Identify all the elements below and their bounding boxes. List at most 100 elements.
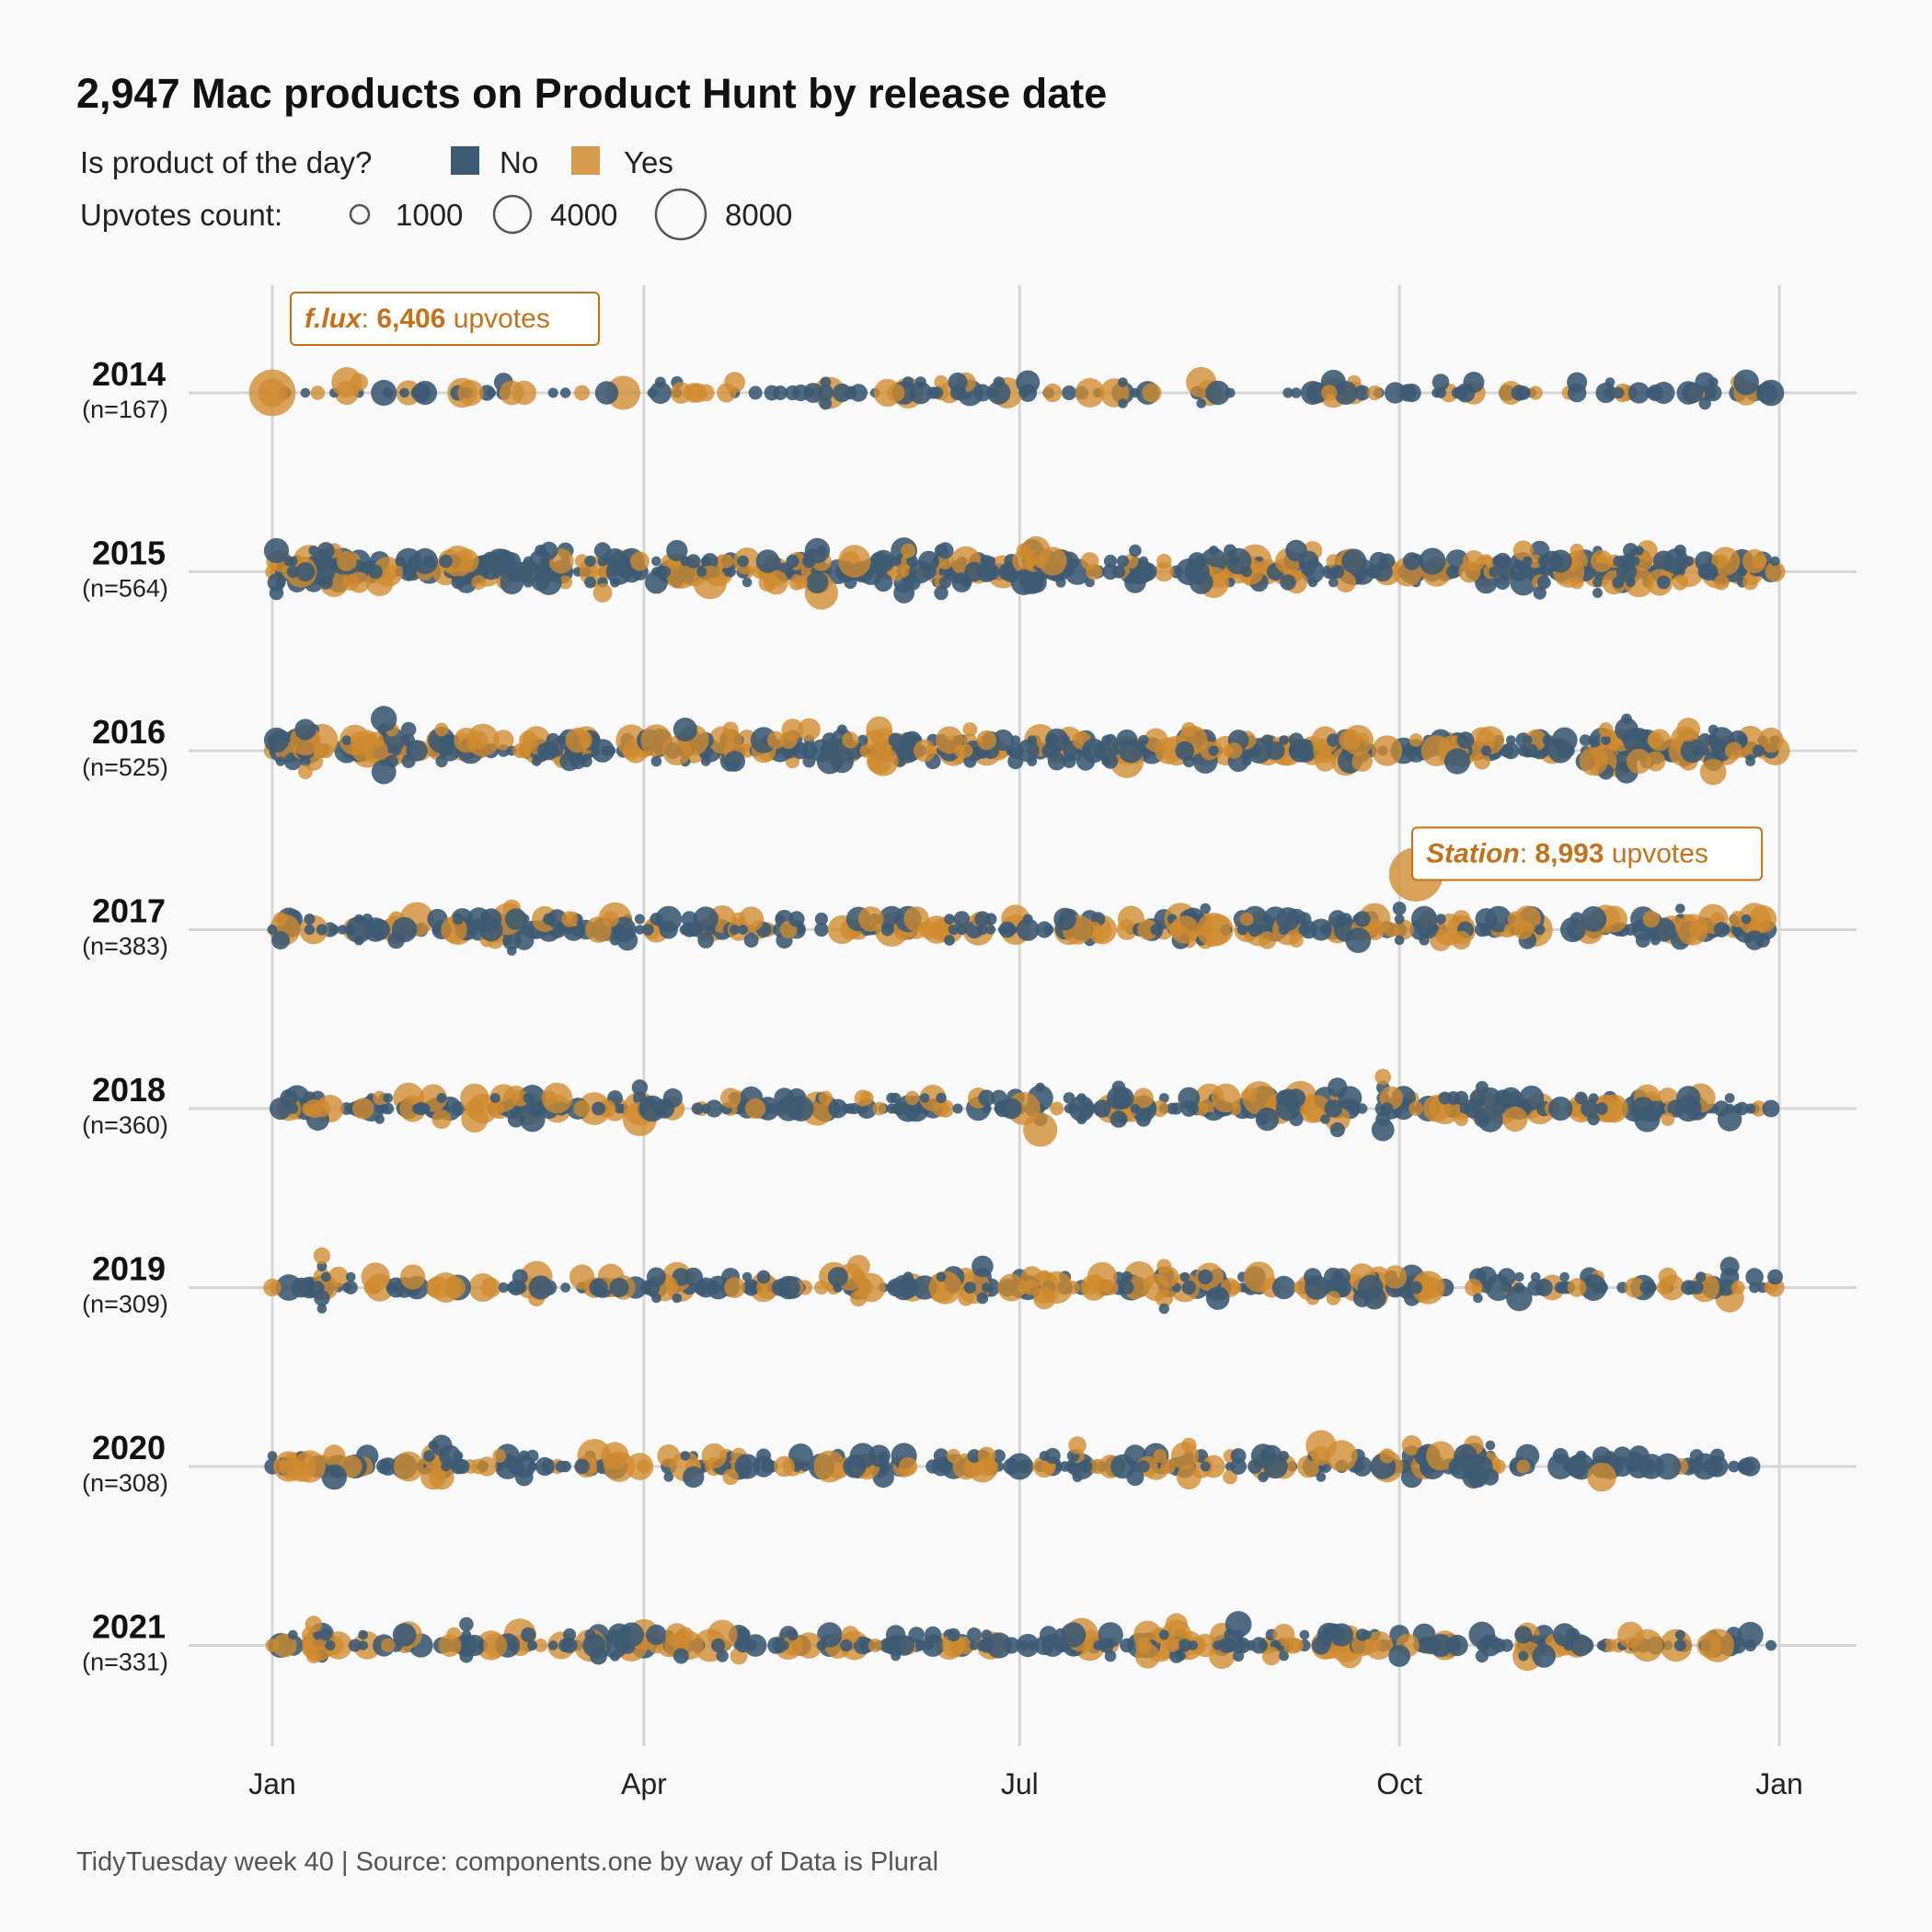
product-point xyxy=(819,397,833,410)
product-point xyxy=(748,385,763,400)
product-point xyxy=(1700,1628,1734,1662)
product-point xyxy=(814,922,829,937)
product-point xyxy=(663,1472,674,1482)
product-point xyxy=(1384,382,1407,404)
product-point xyxy=(1329,1623,1353,1647)
product-point xyxy=(316,924,328,936)
product-point xyxy=(1298,924,1311,936)
product-point xyxy=(1656,575,1671,590)
row-count-label: (n=360) xyxy=(82,1111,168,1139)
product-point xyxy=(651,556,661,567)
product-point xyxy=(646,1624,667,1646)
product-point xyxy=(933,1448,949,1464)
product-point xyxy=(666,539,688,562)
product-point xyxy=(787,1628,799,1641)
product-point xyxy=(1082,1280,1098,1295)
product-point xyxy=(547,1640,558,1650)
product-point xyxy=(1016,918,1040,941)
product-point xyxy=(1591,550,1613,572)
product-point xyxy=(1626,748,1651,775)
product-point xyxy=(565,727,591,753)
product-point xyxy=(720,1087,742,1109)
row-count-label: (n=309) xyxy=(82,1291,168,1318)
product-point xyxy=(1326,1440,1358,1472)
product-point xyxy=(1604,377,1616,387)
product-point xyxy=(1567,1278,1587,1297)
product-point xyxy=(609,1650,621,1662)
product-point xyxy=(263,1278,282,1297)
product-point xyxy=(1320,1114,1330,1124)
product-point xyxy=(1524,743,1538,758)
product-point xyxy=(1181,1437,1197,1454)
product-point xyxy=(348,571,370,593)
product-point xyxy=(956,924,968,936)
product-point xyxy=(1675,903,1685,914)
product-point xyxy=(1473,1293,1483,1304)
product-point xyxy=(1682,382,1704,404)
product-point xyxy=(843,1455,867,1478)
product-point xyxy=(1745,756,1755,766)
product-point xyxy=(1288,732,1304,748)
product-point xyxy=(967,1449,982,1463)
product-point xyxy=(272,1633,297,1658)
product-point xyxy=(1300,381,1325,405)
product-point xyxy=(1473,753,1490,770)
product-point xyxy=(1604,386,1616,399)
product-point xyxy=(489,1093,500,1103)
product-point xyxy=(1674,1629,1685,1640)
product-point xyxy=(1158,1629,1169,1640)
product-point xyxy=(431,1109,452,1130)
product-point xyxy=(616,929,638,951)
product-point xyxy=(1016,739,1040,763)
product-point xyxy=(1278,924,1290,936)
product-point xyxy=(1000,1098,1022,1120)
product-point xyxy=(933,1100,949,1117)
product-point xyxy=(1388,1645,1410,1667)
product-point xyxy=(1017,1281,1031,1294)
product-point xyxy=(514,1467,534,1487)
product-point xyxy=(1409,1281,1423,1294)
product-point xyxy=(719,554,734,569)
callout-product-name: Station xyxy=(1426,839,1520,869)
product-point xyxy=(267,925,278,935)
product-point xyxy=(1126,1467,1144,1487)
product-point xyxy=(1465,1278,1483,1297)
dots-layer xyxy=(248,366,1790,1672)
product-point xyxy=(1017,1460,1030,1473)
product-point xyxy=(1673,555,1686,568)
product-point xyxy=(1156,553,1172,569)
product-point xyxy=(1592,1446,1612,1466)
product-point xyxy=(263,537,290,564)
product-point xyxy=(519,1106,546,1133)
product-point xyxy=(614,1103,625,1114)
product-point xyxy=(1485,1440,1496,1451)
product-point xyxy=(683,1466,705,1489)
product-point xyxy=(1755,382,1778,404)
product-point xyxy=(1200,903,1211,914)
product-point xyxy=(263,727,290,753)
product-point xyxy=(1460,1103,1471,1114)
product-point xyxy=(1287,1103,1297,1114)
product-point xyxy=(1205,1286,1230,1310)
product-point xyxy=(313,1247,331,1265)
product-point xyxy=(559,387,571,398)
product-point xyxy=(1426,1441,1455,1471)
legend-size-title: Upvotes count: xyxy=(80,198,282,232)
product-point xyxy=(1153,1449,1167,1463)
product-point xyxy=(1230,1448,1247,1464)
product-point xyxy=(422,555,436,568)
product-point xyxy=(1411,1271,1445,1305)
product-point xyxy=(435,754,448,768)
product-point xyxy=(1196,913,1231,947)
product-point xyxy=(1354,385,1371,401)
product-point xyxy=(1279,1451,1289,1461)
product-point xyxy=(555,1460,568,1473)
product-point xyxy=(1119,738,1144,764)
product-point xyxy=(909,381,932,405)
product-point xyxy=(1181,1280,1197,1295)
product-point xyxy=(1130,1103,1141,1114)
product-point xyxy=(880,923,894,937)
product-point xyxy=(414,1101,428,1116)
product-point xyxy=(1010,569,1037,595)
product-point xyxy=(1321,385,1338,401)
